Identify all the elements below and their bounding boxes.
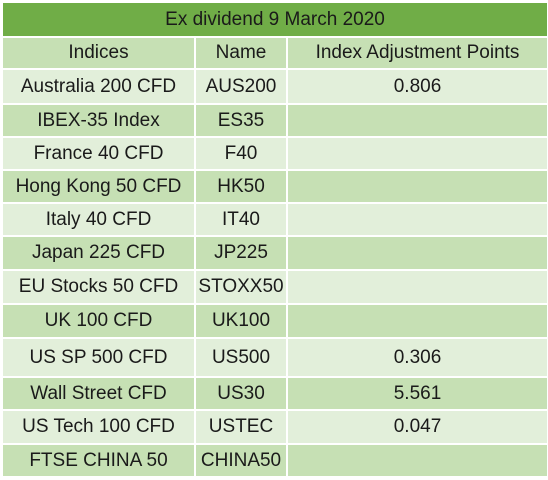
cell-index: Hong Kong 50 CFD (1, 169, 196, 204)
cell-name: ES35 (194, 103, 288, 138)
table-row: UK 100 CFD UK100 (1, 303, 548, 339)
table-body: Australia 200 CFD AUS200 0.806 IBEX-35 I… (1, 68, 548, 478)
cell-points (285, 103, 548, 138)
table-row: France 40 CFD F40 (1, 136, 548, 171)
table-row: Japan 225 CFD JP225 (1, 235, 548, 271)
cell-name: HK50 (194, 169, 288, 204)
table-row: FTSE CHINA 50 CHINA50 (1, 443, 548, 478)
cell-points (285, 235, 548, 271)
table-row: Hong Kong 50 CFD HK50 (1, 169, 548, 204)
cell-points (285, 169, 548, 204)
cell-points (285, 202, 548, 237)
table-row: EU Stocks 50 CFD STOXX50 (1, 269, 548, 305)
cell-name: UK100 (194, 303, 288, 339)
cell-name: IT40 (194, 202, 288, 237)
column-header-name: Name (194, 36, 288, 70)
cell-name: US30 (194, 376, 288, 411)
cell-index: UK 100 CFD (1, 303, 196, 339)
cell-points: 0.806 (285, 68, 548, 105)
table-row: Australia 200 CFD AUS200 0.806 (1, 68, 548, 105)
cell-name: US500 (194, 337, 288, 378)
cell-name: USTEC (194, 409, 288, 445)
cell-points (285, 136, 548, 171)
cell-index: FTSE CHINA 50 (1, 443, 196, 478)
cell-points: 0.306 (285, 337, 548, 378)
table-row: US SP 500 CFD US500 0.306 (1, 337, 548, 378)
cell-points: 0.047 (285, 409, 548, 445)
table-title: Ex dividend 9 March 2020 (0, 1, 548, 38)
cell-index: US SP 500 CFD (1, 337, 196, 378)
cell-index: Japan 225 CFD (1, 235, 196, 271)
cell-name: CHINA50 (194, 443, 288, 478)
cell-points (285, 303, 548, 339)
cell-index: France 40 CFD (1, 136, 196, 171)
table-row: IBEX-35 Index ES35 (1, 103, 548, 138)
column-header-indices: Indices (1, 36, 196, 70)
table-row: Italy 40 CFD IT40 (1, 202, 548, 237)
cell-name: F40 (194, 136, 288, 171)
cell-index: Australia 200 CFD (1, 68, 196, 105)
header-row: Indices Name Index Adjustment Points (1, 36, 548, 70)
cell-name: AUS200 (194, 68, 288, 105)
table-row: US Tech 100 CFD USTEC 0.047 (1, 409, 548, 445)
cell-points: 5.561 (285, 376, 548, 411)
title-row: Ex dividend 9 March 2020 (0, 1, 548, 38)
cell-index: US Tech 100 CFD (1, 409, 196, 445)
cell-index: EU Stocks 50 CFD (1, 269, 196, 305)
cell-index: Wall Street CFD (1, 376, 196, 411)
column-header-points: Index Adjustment Points (285, 36, 548, 70)
table-row: Wall Street CFD US30 5.561 (1, 376, 548, 411)
cell-points (285, 443, 548, 478)
cell-name: JP225 (194, 235, 288, 271)
cell-points (285, 269, 548, 305)
cell-index: IBEX-35 Index (1, 103, 196, 138)
cell-name: STOXX50 (194, 269, 288, 305)
cell-index: Italy 40 CFD (1, 202, 196, 237)
